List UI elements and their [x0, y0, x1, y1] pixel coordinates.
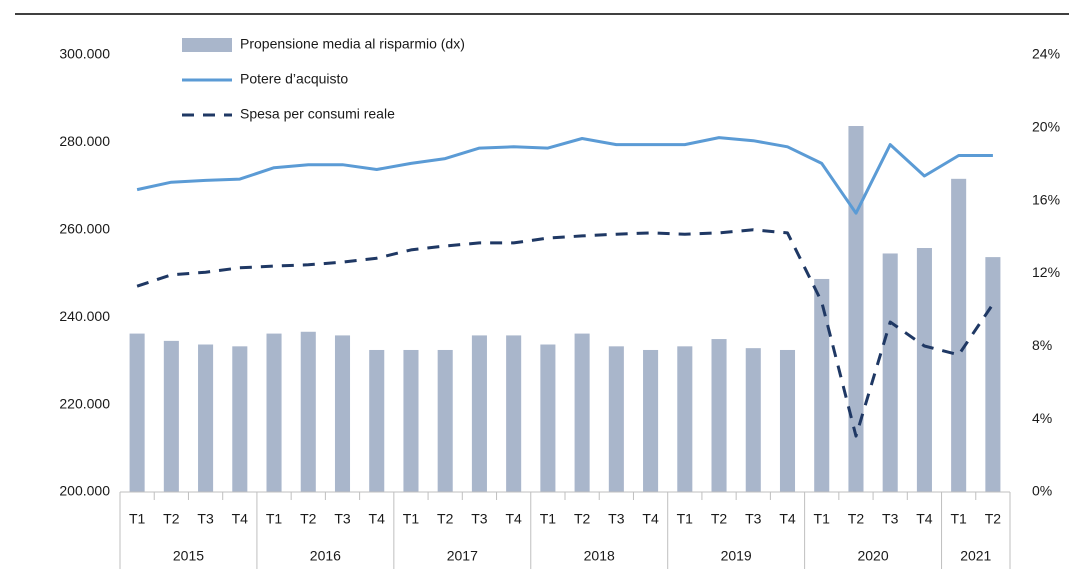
bar	[334, 335, 351, 492]
x-tick-label: T1	[677, 511, 694, 527]
y-tick-label: 240.000	[59, 308, 110, 324]
bar	[814, 278, 830, 492]
legend-label: Propensione media al risparmio (dx)	[240, 36, 465, 52]
bar	[198, 344, 214, 492]
x-tick-label: T1	[540, 511, 557, 527]
y-tick-label: 300.000	[59, 46, 110, 62]
bar	[129, 333, 145, 492]
y2-tick-label: 24%	[1032, 46, 1060, 62]
bar	[506, 335, 522, 492]
y-tick-label: 200.000	[59, 483, 110, 499]
x-tick-label: T2	[300, 511, 317, 527]
x-tick-label: T3	[197, 511, 214, 527]
x-tick-label: T2	[437, 511, 454, 527]
x-group-label: 2021	[960, 548, 991, 564]
y-tick-label: 280.000	[59, 133, 110, 149]
legend-label: Spesa per consumi reale	[240, 106, 395, 122]
x-tick-label: T3	[334, 511, 351, 527]
bar	[643, 349, 659, 492]
x-tick-label: T2	[848, 511, 865, 527]
x-group-label: 2019	[721, 548, 752, 564]
x-group-label: 2015	[173, 548, 204, 564]
x-tick-label: T1	[814, 511, 831, 527]
legend-swatch	[182, 38, 232, 52]
bar	[745, 348, 761, 492]
x-group-label: 2018	[584, 548, 615, 564]
bar	[951, 178, 967, 493]
x-tick-label: T4	[369, 511, 386, 527]
y-tick-label: 260.000	[59, 221, 110, 237]
series-line	[136, 136, 993, 215]
y2-tick-label: 0%	[1032, 483, 1052, 499]
y2-tick-label: 12%	[1032, 264, 1060, 280]
x-tick-label: T3	[608, 511, 625, 527]
x-tick-label: T3	[745, 511, 762, 527]
y2-tick-label: 4%	[1032, 410, 1052, 426]
series-line	[136, 228, 995, 438]
bar	[574, 333, 590, 492]
x-tick-label: T1	[129, 511, 146, 527]
bar	[163, 340, 179, 492]
bar	[916, 248, 932, 492]
x-tick-label: T4	[232, 511, 249, 527]
x-tick-label: T4	[505, 511, 522, 527]
bar	[711, 339, 727, 492]
bar	[369, 349, 385, 492]
x-tick-label: T4	[779, 511, 796, 527]
bar	[985, 257, 1001, 492]
x-tick-label: T2	[985, 511, 1002, 527]
y2-tick-label: 8%	[1032, 337, 1052, 353]
bar	[300, 331, 316, 492]
bar	[779, 349, 796, 492]
bar	[608, 346, 624, 492]
x-tick-label: T1	[950, 511, 967, 527]
x-tick-label: T3	[471, 511, 488, 527]
x-tick-label: T1	[403, 511, 420, 527]
x-group-label: 2020	[857, 548, 888, 564]
y2-tick-label: 16%	[1032, 191, 1060, 207]
y-tick-label: 220.000	[59, 395, 110, 411]
x-tick-label: T4	[642, 511, 659, 527]
y2-tick-label: 20%	[1032, 119, 1060, 135]
x-tick-label: T4	[916, 511, 933, 527]
bar	[471, 335, 487, 492]
bar	[882, 253, 898, 492]
bar	[403, 349, 419, 492]
bar	[540, 344, 556, 492]
x-tick-label: T2	[574, 511, 591, 527]
x-tick-label: T2	[711, 511, 728, 527]
x-group-label: 2017	[447, 548, 478, 564]
bar	[437, 349, 453, 492]
bar	[848, 126, 864, 492]
x-tick-label: T1	[266, 511, 283, 527]
x-group-label: 2016	[310, 548, 341, 564]
legend-label: Potere d’acquisto	[240, 71, 348, 87]
x-tick-label: T3	[882, 511, 899, 527]
bar	[232, 346, 248, 492]
bar	[677, 346, 693, 492]
x-tick-label: T2	[163, 511, 180, 527]
bar	[266, 333, 282, 492]
